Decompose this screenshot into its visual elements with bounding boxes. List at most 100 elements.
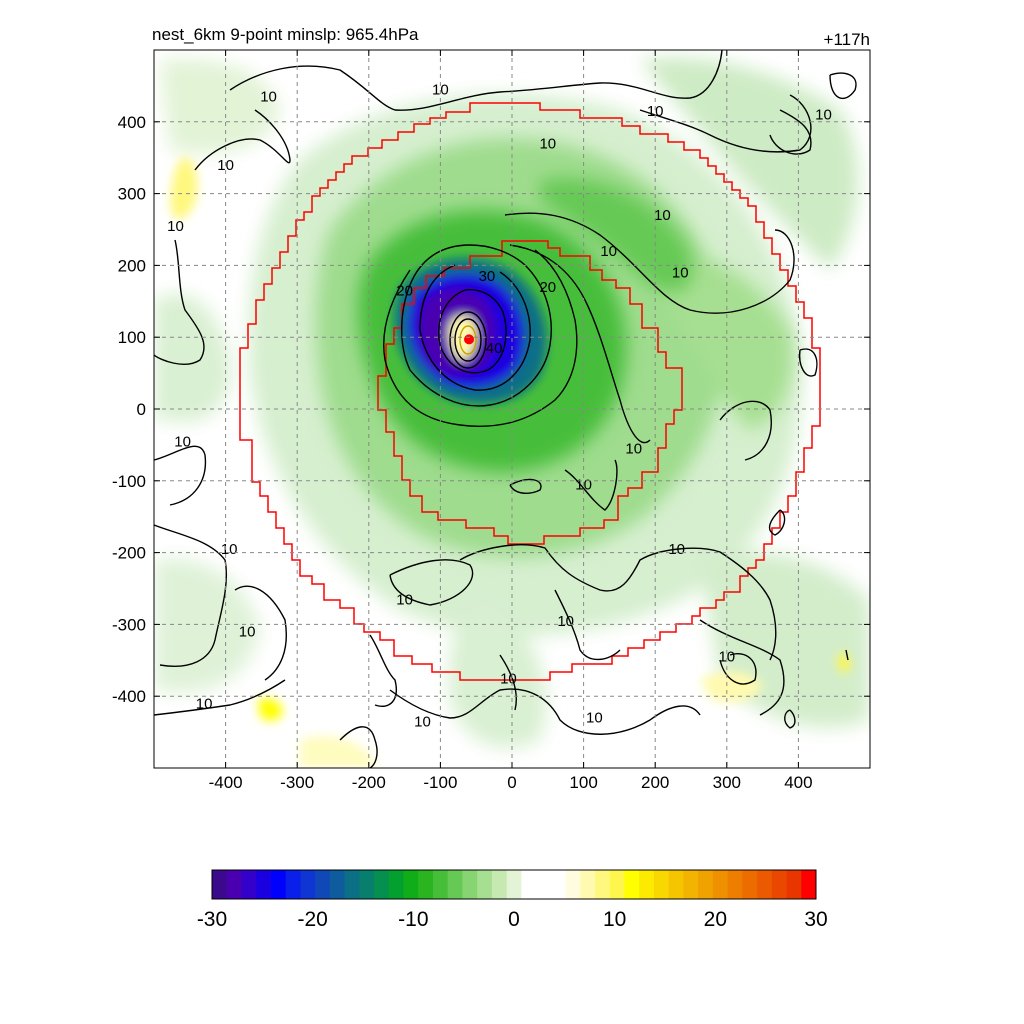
colorbar-tick-label: -20 — [297, 908, 327, 931]
colorbar-swatch — [771, 870, 788, 899]
colorbar-frame — [211, 869, 817, 900]
x-tick-label: -100 — [423, 773, 457, 792]
contour-label: 10 — [815, 107, 832, 124]
colorbar-swatch — [300, 870, 316, 899]
colorbar-swatch — [580, 870, 596, 899]
contour-label: 10 — [196, 695, 213, 712]
contour-label: 10 — [586, 710, 603, 727]
colorbar-swatch — [462, 870, 478, 899]
contour-label: 40 — [486, 340, 503, 357]
colorbar-swatch — [536, 870, 552, 899]
contour-label: 10 — [668, 541, 685, 558]
y-tick-label: -300 — [112, 615, 146, 634]
x-tick-label: -400 — [209, 773, 243, 792]
contour-label: 20 — [539, 279, 556, 296]
contour-label: 10 — [432, 81, 449, 98]
colorbar-swatch — [609, 870, 625, 899]
colorbar-swatch — [506, 870, 522, 899]
time-label: +117h — [824, 30, 870, 49]
colorbar-swatch — [241, 870, 257, 899]
contour-label: 10 — [654, 207, 671, 224]
colorbar-swatch — [653, 870, 670, 899]
contour-label: 10 — [500, 670, 517, 687]
colorbar-swatch — [374, 870, 390, 899]
colorbar — [211, 869, 817, 900]
colorbar-swatch — [212, 870, 228, 899]
colorbar-swatch — [359, 870, 375, 899]
colorbar-swatch — [285, 870, 301, 899]
contour-label: 10 — [647, 103, 664, 120]
colorbar-tick-label: 20 — [704, 908, 727, 931]
colorbar-swatch — [329, 870, 346, 899]
colorbar-swatch — [344, 870, 360, 899]
contour-labels: 10 10 10 10 10 10 10 10 10 10 30 20 20 40 10 10 10 10 10 10… — [167, 81, 832, 730]
contour-label: 10 — [167, 218, 184, 235]
colorbar-swatch — [639, 870, 655, 899]
contour-label: 10 — [539, 135, 556, 152]
colorbar-swatch — [418, 870, 434, 899]
y-tick-label: 400 — [118, 113, 146, 132]
y-tick-label: 0 — [137, 400, 146, 419]
colorbar-swatch — [521, 870, 537, 899]
chart-title: nest_6km 9-point minslp: 965.4hPa — [152, 25, 419, 44]
y-axis: -400 -300 -200 -100 0 100 200 300 400 — [112, 113, 870, 706]
contour-lines — [154, 50, 857, 768]
contour-label: 10 — [557, 613, 574, 630]
shaded-field-core — [394, 258, 547, 404]
y-tick-label: -200 — [112, 544, 146, 563]
y-tick-label: 300 — [118, 185, 146, 204]
colorbar-swatch — [270, 870, 287, 899]
x-tick-label: -200 — [352, 773, 386, 792]
contour-label: 30 — [479, 268, 496, 285]
colorbar-tick-label: -10 — [398, 908, 428, 931]
colorbar-swatch — [565, 870, 581, 899]
colorbar-swatch — [447, 870, 463, 899]
contour-label: 10 — [672, 265, 689, 282]
shaded-field-positive — [170, 157, 851, 768]
nest-boundaries — [239, 102, 821, 681]
colorbar-swatch — [786, 870, 802, 899]
colorbar-tick-label: 0 — [508, 908, 520, 931]
colorbar-swatch — [477, 870, 493, 899]
colorbar-swatch — [727, 870, 743, 899]
colorbar-tick-label: 30 — [804, 908, 827, 931]
contour-label: 10 — [396, 591, 413, 608]
colorbar-swatch — [491, 870, 508, 899]
colorbar-swatch — [757, 870, 773, 899]
colorbar-swatch — [226, 870, 242, 899]
colorbar-labels: -30 -20 -10 0 10 20 30 — [197, 908, 828, 931]
shaded-field — [154, 57, 870, 768]
contour-label: 10 — [260, 89, 277, 106]
colorbar-swatch — [801, 870, 817, 899]
colorbar-swatch — [668, 870, 684, 899]
contour-label: 10 — [221, 541, 238, 558]
x-axis: -400 -300 -200 -100 0 100 200 300 400 — [209, 50, 813, 792]
colorbar-swatch — [315, 870, 331, 899]
x-tick-label: 300 — [713, 773, 741, 792]
x-tick-label: -300 — [280, 773, 314, 792]
contour-label: 10 — [625, 440, 642, 457]
inner-boundary — [377, 240, 683, 545]
contour-label: 10 — [414, 713, 431, 730]
contour-label: 20 — [396, 283, 413, 300]
x-tick-label: 0 — [507, 773, 516, 792]
colorbar-swatch — [624, 870, 640, 899]
y-tick-label: -400 — [112, 687, 146, 706]
y-tick-label: 200 — [118, 256, 146, 275]
x-tick-label: 200 — [641, 773, 669, 792]
colorbar-tick-label: 10 — [603, 908, 626, 931]
x-tick-label: 100 — [569, 773, 597, 792]
outer-boundary — [239, 102, 821, 681]
y-tick-label: -100 — [112, 472, 146, 491]
colorbar-swatch — [256, 870, 272, 899]
x-tick-label: 400 — [784, 773, 812, 792]
contour-label: 10 — [600, 243, 617, 260]
storm-center-marker — [464, 334, 475, 345]
colorbar-swatch — [403, 870, 419, 899]
contour-label: 10 — [174, 433, 191, 450]
colorbar-swatch — [742, 870, 758, 899]
colorbar-swatch — [595, 870, 611, 899]
colorbar-swatch — [432, 870, 449, 899]
contour-label: 10 — [239, 624, 256, 641]
